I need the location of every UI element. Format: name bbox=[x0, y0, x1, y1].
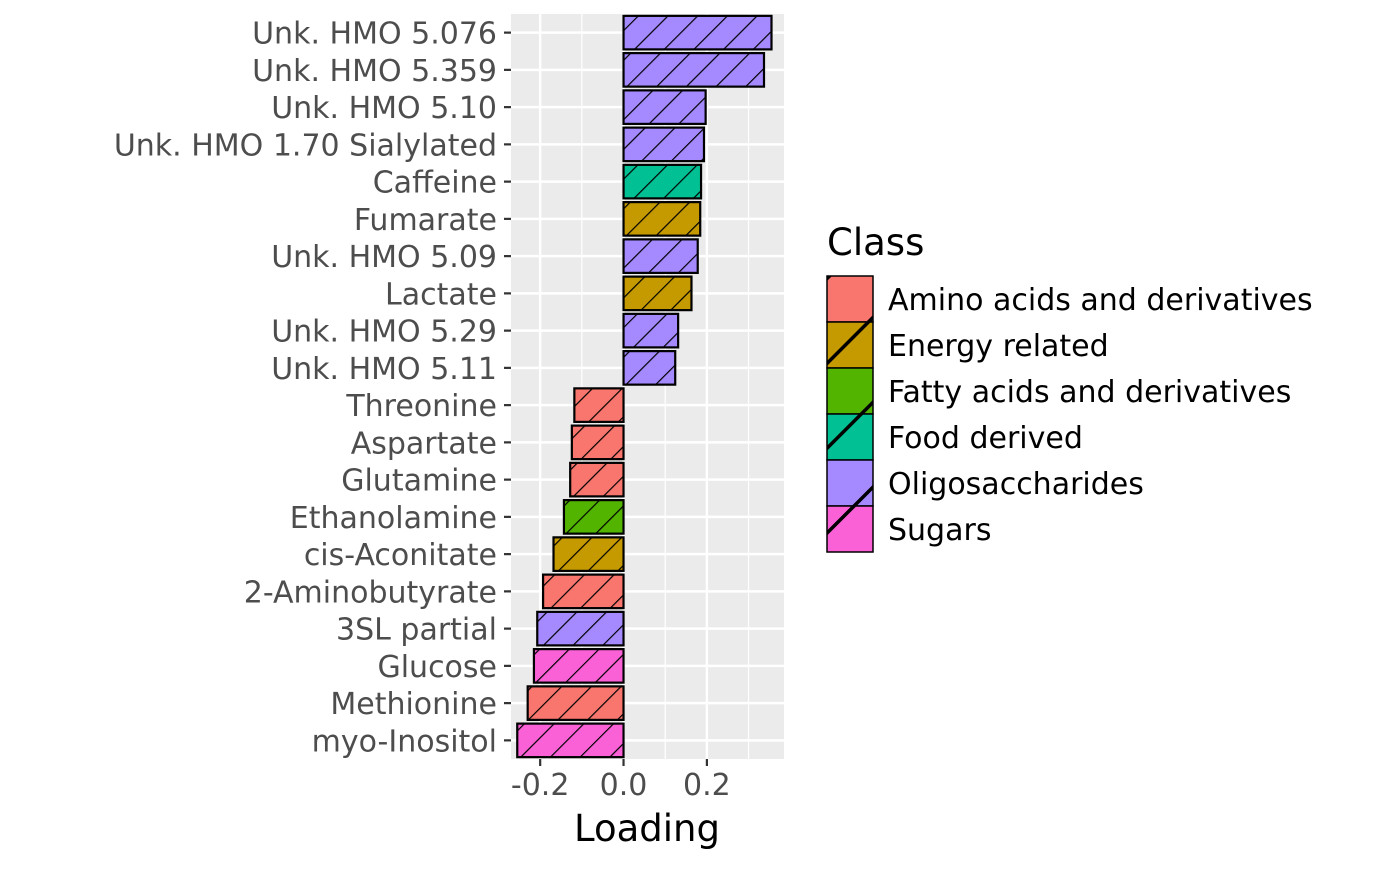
bar-hatch bbox=[622, 350, 677, 386]
bar-hatch bbox=[622, 238, 699, 274]
bar-hatch bbox=[622, 163, 703, 200]
y-tick-label: Glucose bbox=[377, 650, 497, 685]
bar-hatch bbox=[622, 89, 707, 125]
bar-hatch bbox=[622, 275, 693, 312]
legend-label: Oligosaccharides bbox=[888, 467, 1144, 502]
bar-hatch bbox=[622, 126, 706, 163]
bar-hatch bbox=[622, 14, 773, 51]
bar-hatch bbox=[622, 52, 766, 88]
x-axis-title: Loading bbox=[574, 807, 720, 850]
y-tick-label: Unk. HMO 1.70 Sialylated bbox=[114, 128, 497, 163]
y-tick-label: Lactate bbox=[385, 277, 497, 312]
y-tick-label: 3SL partial bbox=[336, 613, 497, 648]
plot-panel bbox=[511, 14, 784, 759]
bar-hatch bbox=[532, 648, 625, 684]
y-tick-label: Unk. HMO 5.359 bbox=[252, 54, 497, 89]
y-tick-label: Unk. HMO 5.10 bbox=[271, 91, 497, 126]
y-tick-label: Fumarate bbox=[354, 203, 497, 238]
bar-hatch bbox=[570, 424, 625, 461]
legend-title: Class bbox=[827, 221, 924, 264]
y-tick-label: Unk. HMO 5.09 bbox=[271, 240, 497, 275]
bar-hatch bbox=[569, 461, 625, 498]
bar-hatch bbox=[536, 610, 625, 647]
legend-label: Amino acids and derivatives bbox=[888, 283, 1313, 318]
y-tick-label: myo-Inositol bbox=[312, 724, 497, 759]
y-tick-label: Aspartate bbox=[351, 426, 497, 461]
y-tick-label: Unk. HMO 5.076 bbox=[252, 17, 497, 52]
bar-hatch bbox=[622, 201, 702, 237]
bar-hatch bbox=[526, 685, 625, 721]
legend-label: Food derived bbox=[888, 421, 1083, 456]
legend: Class Amino acids and derivatives Energy … bbox=[826, 221, 1313, 553]
y-tick-label: cis-Aconitate bbox=[304, 538, 497, 573]
y-tick-label: Unk. HMO 5.29 bbox=[271, 315, 497, 350]
legend-key-hatch bbox=[826, 367, 874, 415]
legend-key-hatch bbox=[826, 321, 874, 369]
x-tick-label: -0.2 bbox=[511, 768, 570, 803]
y-tick-label: Glutamine bbox=[341, 464, 497, 499]
bar-hatch bbox=[562, 499, 625, 535]
legend-label: Sugars bbox=[888, 513, 991, 548]
bar-hatch bbox=[573, 387, 625, 423]
bar-hatch bbox=[516, 722, 625, 759]
legend-label: Energy related bbox=[888, 329, 1109, 364]
y-tick-label: Unk. HMO 5.11 bbox=[271, 352, 497, 387]
y-tick-label: 2-Aminobutyrate bbox=[244, 575, 497, 610]
legend-key-hatch bbox=[826, 413, 874, 461]
x-tick-label: 0.2 bbox=[683, 768, 731, 803]
y-tick-label: Methionine bbox=[330, 687, 497, 722]
legend-label: Fatty acids and derivatives bbox=[888, 375, 1291, 410]
y-tick-label: Ethanolamine bbox=[290, 501, 497, 536]
y-tick-label: Caffeine bbox=[373, 166, 497, 201]
x-axis: -0.2 0.0 0.2 bbox=[511, 759, 731, 803]
bar-hatch bbox=[541, 573, 625, 610]
bar-hatch bbox=[622, 312, 680, 349]
x-tick-label: 0.0 bbox=[600, 768, 648, 803]
legend-key-hatch bbox=[826, 275, 874, 323]
legend-key-hatch bbox=[826, 459, 874, 507]
bar-hatch bbox=[552, 536, 625, 572]
bars-layer bbox=[516, 14, 773, 759]
y-tick-label: Threonine bbox=[345, 389, 497, 424]
legend-key-hatch bbox=[826, 505, 874, 553]
